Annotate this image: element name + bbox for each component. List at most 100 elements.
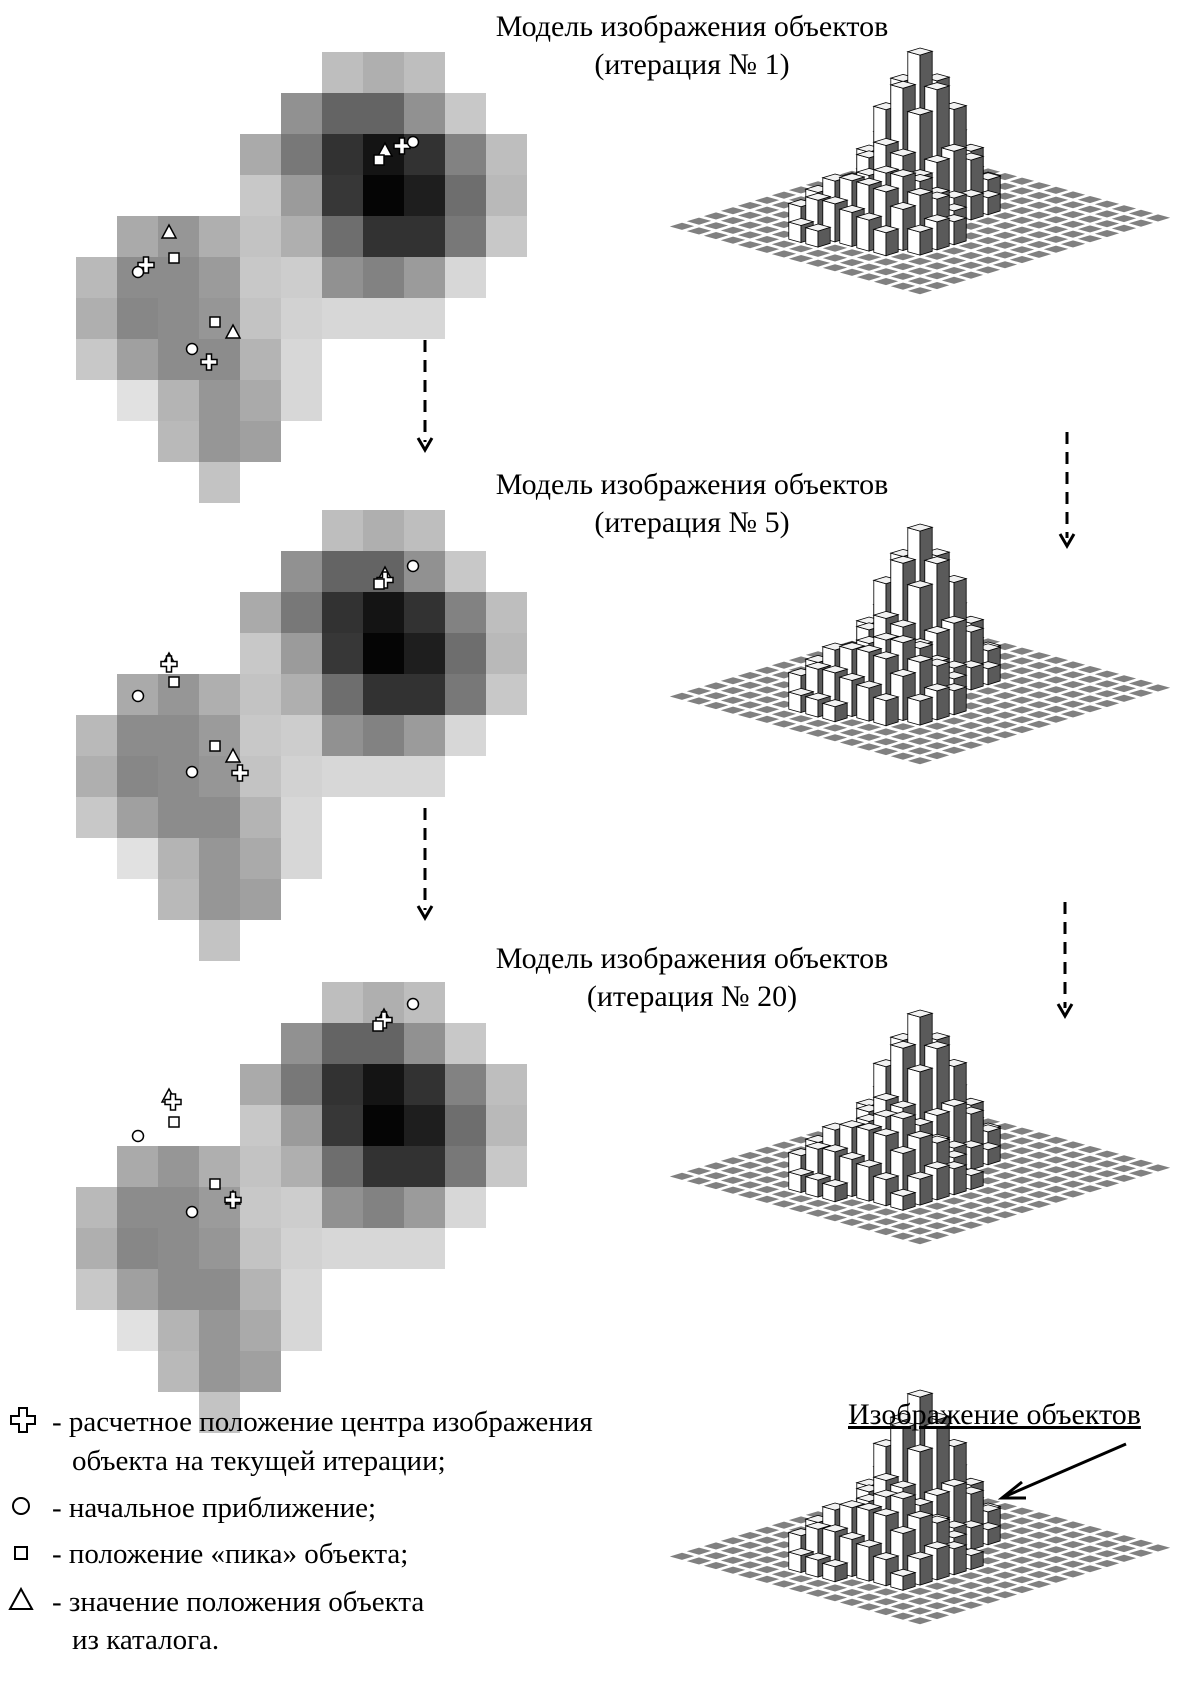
bar-base-tile <box>1043 1166 1069 1174</box>
bar-base-tile <box>975 237 1001 245</box>
bar-base-tile <box>754 715 780 723</box>
grid-pixel <box>76 298 117 339</box>
bar-base-tile <box>1060 671 1086 679</box>
bar-base-tile <box>1111 215 1137 223</box>
bar-base-tile <box>890 733 916 741</box>
grid-pixel <box>281 674 322 715</box>
bar-top-face <box>855 1502 883 1511</box>
grid-pixel <box>322 1146 363 1187</box>
grid-pixel <box>199 1269 240 1310</box>
bar-base-tile <box>992 231 1018 239</box>
bar-base-tile <box>941 1587 967 1595</box>
grid-pixel <box>117 1310 158 1351</box>
grid-pixel <box>281 592 322 633</box>
bar-base-tile <box>1077 685 1103 693</box>
bar-top-face <box>923 1107 951 1116</box>
grid-pixel <box>240 216 281 257</box>
bar-base-tile <box>788 715 814 723</box>
bar-base-tile <box>1077 1185 1103 1193</box>
bar-top-face <box>906 224 934 233</box>
grid-pixel <box>404 1228 445 1269</box>
bar-base-tile <box>754 1176 780 1184</box>
grid-pixel <box>363 52 404 93</box>
square-icon <box>8 1537 52 1576</box>
plus-icon <box>224 1191 242 1209</box>
bar-base-tile <box>1026 662 1052 670</box>
grid-pixel <box>445 592 486 633</box>
bar-base-tile <box>1026 241 1052 249</box>
bar-base-tile <box>924 742 950 750</box>
bar-top-face <box>838 204 866 213</box>
grid-pixel <box>76 1228 117 1269</box>
bar-top-face <box>889 1525 917 1534</box>
bar-base-tile <box>737 681 763 689</box>
bar-base-tile <box>873 1218 899 1226</box>
bar-base-tile <box>907 1587 933 1595</box>
bar-base-tile <box>1009 696 1035 704</box>
bar-base-tile <box>1026 1571 1052 1579</box>
bar-base-tile <box>1026 1181 1052 1189</box>
bar-base-tile <box>975 1596 1001 1604</box>
bar-top-face <box>889 1100 917 1109</box>
bar-base-tile <box>754 696 780 704</box>
bar-base-tile <box>1043 186 1069 194</box>
bar-top-face <box>855 1159 883 1168</box>
bar-base-tile <box>686 217 712 225</box>
bar-base-tile <box>686 1167 712 1175</box>
bar-base-tile <box>1026 691 1052 699</box>
bar-top-face <box>906 187 934 196</box>
grid-pixel <box>445 1187 486 1228</box>
grid-pixel <box>404 1105 445 1146</box>
bar-base-tile <box>737 202 763 210</box>
bar-top-face <box>804 692 832 701</box>
circle-icon <box>406 559 420 573</box>
bar-base-tile <box>1060 1161 1086 1169</box>
bar-base-tile <box>737 711 763 719</box>
bar-base-tile <box>941 247 967 255</box>
grid-pixel <box>486 674 527 715</box>
bar-base-tile <box>873 728 899 736</box>
grid-pixel <box>363 510 404 551</box>
grid-pixel <box>445 134 486 175</box>
bar-base-tile <box>771 1200 797 1208</box>
circle-icon <box>8 1491 52 1530</box>
bar-base-tile <box>1111 205 1137 213</box>
bar-base-tile <box>771 191 797 199</box>
bar-base-tile <box>992 1561 1018 1569</box>
bar-base-tile <box>1060 191 1086 199</box>
bar-top-face <box>889 1040 917 1049</box>
bar-base-tile <box>1009 1566 1035 1574</box>
bar-base-tile <box>788 1205 814 1213</box>
grid-pixel <box>158 298 199 339</box>
bar-top-face <box>940 1478 968 1487</box>
bar-base-tile <box>890 1602 916 1610</box>
bar-base-tile <box>788 1516 814 1524</box>
grid-pixel <box>199 879 240 920</box>
bar-top-face <box>940 1098 968 1107</box>
bar-top-face <box>855 680 883 689</box>
grid-pixel <box>486 134 527 175</box>
bar-base-tile <box>1043 696 1069 704</box>
bar-base-tile <box>856 1203 882 1211</box>
bar-top-face <box>906 1551 934 1560</box>
bar-base-tile <box>1009 686 1035 694</box>
grid-pixel <box>158 421 199 462</box>
grid-pixel <box>199 421 240 462</box>
bar-base-tile <box>839 259 865 267</box>
bar-base-tile <box>720 1176 746 1184</box>
bar-side-face <box>970 1143 984 1171</box>
bar-top-face <box>889 555 917 564</box>
grid-pixel <box>240 1105 281 1146</box>
bar-side-face <box>936 686 950 721</box>
bar-base-tile <box>924 1582 950 1590</box>
bar-base-tile <box>1009 1157 1035 1165</box>
bar-base-tile <box>992 692 1018 700</box>
grid-pixel <box>281 134 322 175</box>
bar-base-tile <box>1060 710 1086 718</box>
bar-base-tile <box>992 1581 1018 1589</box>
grid-pixel <box>199 462 240 503</box>
bar-base-tile <box>754 196 780 204</box>
bar-base-tile <box>992 1552 1018 1560</box>
bar-base-tile <box>839 1589 865 1597</box>
bar-top-face <box>838 1500 866 1509</box>
